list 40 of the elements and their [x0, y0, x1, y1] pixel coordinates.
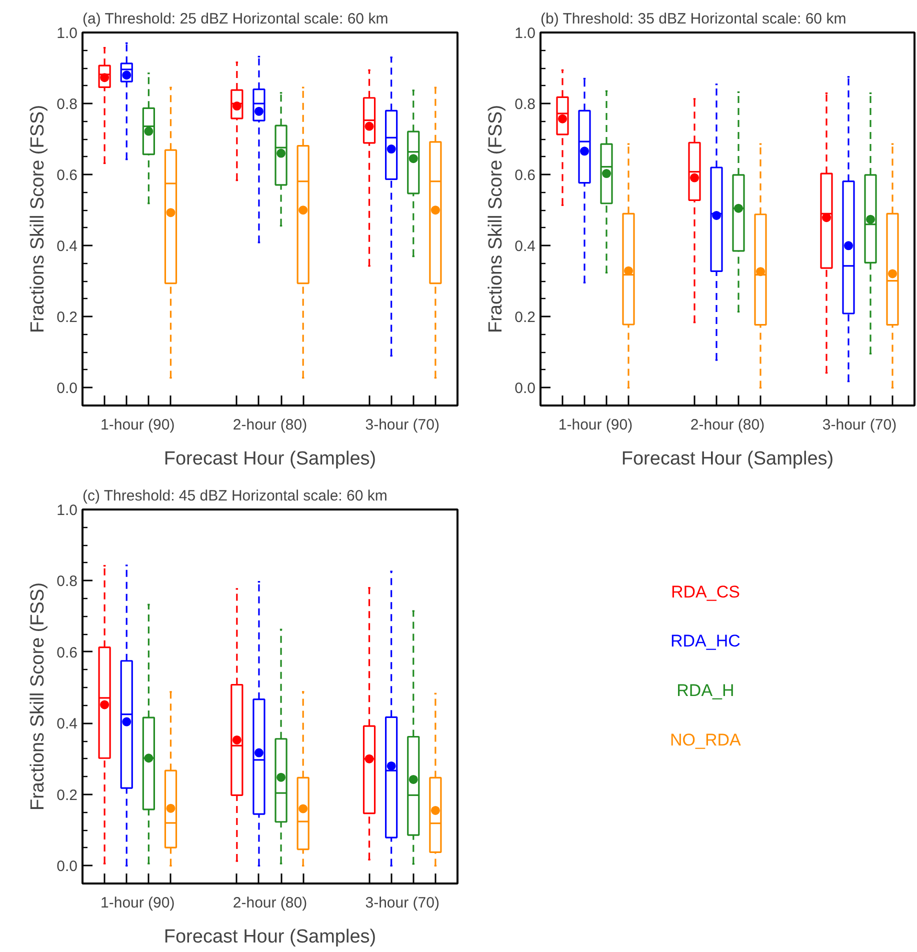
x-axis-title: Forecast Hour (Samples) — [164, 926, 376, 948]
x-tick-label: 1-hour (90) — [100, 894, 175, 912]
y-tick-label: 1.0 — [56, 25, 78, 42]
y-tick-label: 0.4 — [514, 238, 536, 256]
y-axis-title: Fractions Skill Score (FSS) — [28, 104, 49, 334]
x-tick-label: 2-hour (80) — [232, 416, 308, 434]
x-tick-label: 3-hour (70) — [822, 416, 897, 434]
x-tick-label: 3-hour (70) — [365, 894, 440, 912]
y-axis-title: Fractions Skill Score (FSS) — [486, 104, 507, 334]
y-tick-label: 0.2 — [56, 786, 78, 804]
x-tick-label: 3-hour (70) — [365, 416, 440, 434]
y-tick-label: 0.2 — [514, 309, 536, 326]
x-axis-title: Forecast Hour (Samples) — [621, 448, 834, 470]
x-tick-label: 2-hour (80) — [232, 894, 308, 912]
y-tick-label: 0.8 — [56, 96, 78, 114]
y-tick-label: 0.2 — [56, 309, 78, 326]
x-tick-label: 2-hour (80) — [690, 416, 765, 434]
chart-title: (b) Threshold: 35 dBZ Horizontal scale: 60 km — [540, 10, 846, 28]
chart-title: (c) Threshold: 45 dBZ Horizontal scale: 60 km — [82, 488, 388, 504]
x-tick-label: 1-hour (90) — [558, 416, 633, 434]
text: NO_RDA — [670, 730, 742, 750]
x-tick-label: 1-hour (90) — [100, 416, 175, 434]
y-tick-label: 0.0 — [56, 380, 78, 398]
y-tick-label: 0.4 — [56, 238, 78, 256]
y-tick-label: 0.0 — [514, 380, 536, 398]
x-axis-title: Forecast Hour (Samples) — [164, 448, 376, 470]
chart-title: (a) Threshold: 25 dBZ Horizontal scale: 60 km — [82, 10, 388, 28]
y-tick-label: 0.0 — [56, 858, 78, 876]
y-axis-title: Fractions Skill Score (FSS) — [28, 582, 49, 811]
text: RDA_HC — [670, 632, 740, 651]
y-tick-label: 0.6 — [56, 167, 78, 184]
y-tick-label: 0.8 — [56, 573, 78, 590]
y-tick-label: 0.8 — [514, 96, 536, 114]
y-tick-label: 0.4 — [56, 716, 78, 733]
y-tick-label: 1.0 — [56, 502, 78, 519]
y-tick-label: 1.0 — [514, 25, 536, 42]
y-tick-label: 0.6 — [56, 644, 78, 662]
text: RDA_CS — [670, 582, 740, 602]
y-tick-label: 0.6 — [514, 167, 536, 184]
text: RDA_H — [676, 681, 734, 700]
